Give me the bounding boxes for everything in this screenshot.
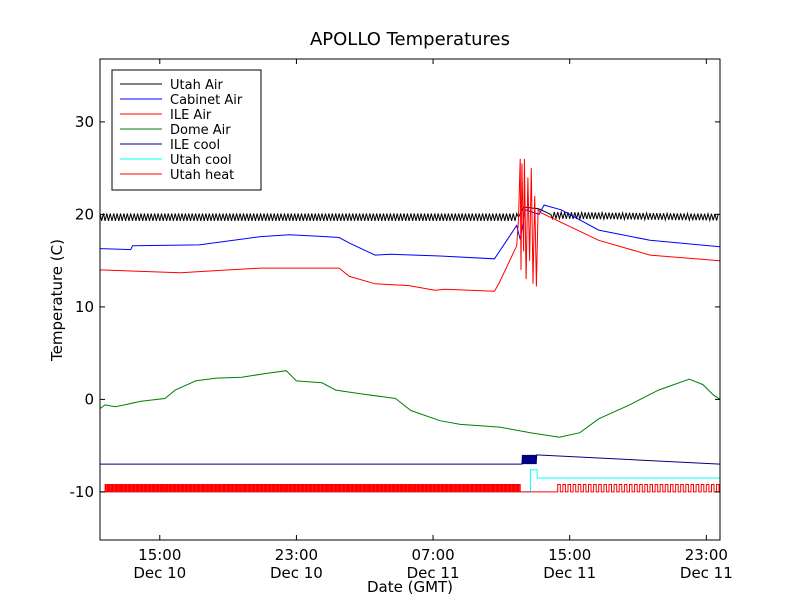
x-tick-date: Dec 11 <box>407 564 460 582</box>
legend-label: Utah heat <box>170 168 234 183</box>
legend-label: Utah Air <box>170 78 223 93</box>
y-tick-label: 30 <box>75 113 94 131</box>
y-tick-label: -10 <box>70 483 95 501</box>
series-line-dome-air <box>100 370 720 438</box>
legend-label: ILE cool <box>170 138 220 153</box>
x-tick-date: Dec 11 <box>543 564 596 582</box>
x-tick-date: Dec 11 <box>680 564 733 582</box>
series-line-ile-air <box>100 158 720 292</box>
axes-frame <box>99 58 721 541</box>
x-tick-label: 07:00 <box>411 546 454 564</box>
x-tick-date: Dec 10 <box>270 564 323 582</box>
x-tick-label: 15:00 <box>548 546 591 564</box>
series-line-cabinet-air <box>100 204 720 260</box>
series-line-utah-heat <box>100 484 720 493</box>
plot-area <box>100 158 720 493</box>
legend-box <box>111 69 262 191</box>
x-tick-date: Dec 10 <box>133 564 186 582</box>
chart-title: APOLLO Temperatures <box>310 29 510 50</box>
y-axis-label: Temperature (C) <box>48 239 66 362</box>
legend-label: ILE Air <box>170 108 212 123</box>
legend-label: Cabinet Air <box>170 93 243 108</box>
legend-label: Dome Air <box>170 123 231 138</box>
x-tick-label: 23:00 <box>275 546 318 564</box>
series-line-utah-air <box>100 206 719 223</box>
x-tick-label: 15:00 <box>138 546 181 564</box>
y-tick-label: 20 <box>75 205 94 223</box>
y-tick-label: 10 <box>75 298 94 316</box>
x-tick-label: 23:00 <box>685 546 728 564</box>
y-tick-label: 0 <box>84 390 94 408</box>
x-axis-label: Date (GMT) <box>367 578 453 596</box>
legend-label: Utah cool <box>170 153 232 168</box>
series-line-ile-cool <box>100 454 720 465</box>
